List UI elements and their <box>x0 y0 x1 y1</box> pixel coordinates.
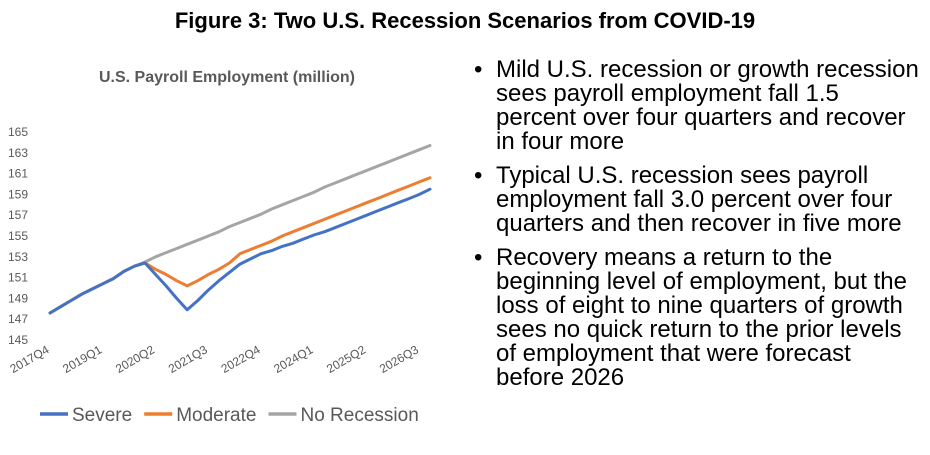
figure-title: Figure 3: Two U.S. Recession Scenarios f… <box>174 8 756 33</box>
y-tick-label: 151 <box>8 271 28 285</box>
series-line-severe <box>48 187 432 315</box>
y-tick-label: 147 <box>8 312 28 326</box>
series-lines <box>48 144 432 315</box>
legend-label: No Recession <box>300 405 418 426</box>
y-tick-label: 163 <box>8 146 28 160</box>
y-tick-label: 165 <box>8 125 28 139</box>
y-tick-label: 155 <box>8 229 28 243</box>
x-tick-label: 2024Q1 <box>271 342 315 376</box>
bullet-list: Mild U.S. recession or growth recession … <box>470 58 925 400</box>
legend-label: Moderate <box>176 405 256 426</box>
bullet-item: Typical U.S. recession sees payroll empl… <box>470 164 925 236</box>
bullet-item: Mild U.S. recession or growth recession … <box>470 58 925 154</box>
y-tick-label: 153 <box>8 250 28 264</box>
legend: Severe Moderate No Recession <box>40 405 419 426</box>
y-tick-label: 157 <box>8 208 28 222</box>
y-tick-label: 149 <box>8 291 28 305</box>
series-line-moderate <box>48 176 432 315</box>
legend-label: Severe <box>72 405 132 426</box>
x-tick-label: 2025Q2 <box>324 342 368 376</box>
x-axis: 2017Q4 2019Q1 2020Q2 2021Q3 2022Q4 2024Q1 2025… <box>8 342 422 376</box>
bullet-item: Recovery means a return to the beginning… <box>470 246 925 390</box>
x-tick-label: 2017Q4 <box>8 342 52 376</box>
y-tick-label: 145 <box>8 333 28 347</box>
series-line-no-recession <box>48 144 432 315</box>
x-tick-label: 2022Q4 <box>219 342 263 376</box>
x-tick-label: 2019Q1 <box>60 342 104 376</box>
x-tick-label: 2020Q2 <box>113 342 157 376</box>
x-tick-label: 2026Q3 <box>377 342 421 376</box>
chart-title: U.S. Payroll Employment (million) <box>99 69 355 86</box>
y-tick-label: 159 <box>8 187 28 201</box>
y-axis: 145 147 149 151 153 155 157 159 161 163 165 <box>8 125 28 347</box>
employment-chart: U.S. Payroll Employment (million) 145 147… <box>8 69 432 426</box>
y-tick-label: 161 <box>8 167 28 181</box>
x-tick-label: 2021Q3 <box>166 342 210 376</box>
